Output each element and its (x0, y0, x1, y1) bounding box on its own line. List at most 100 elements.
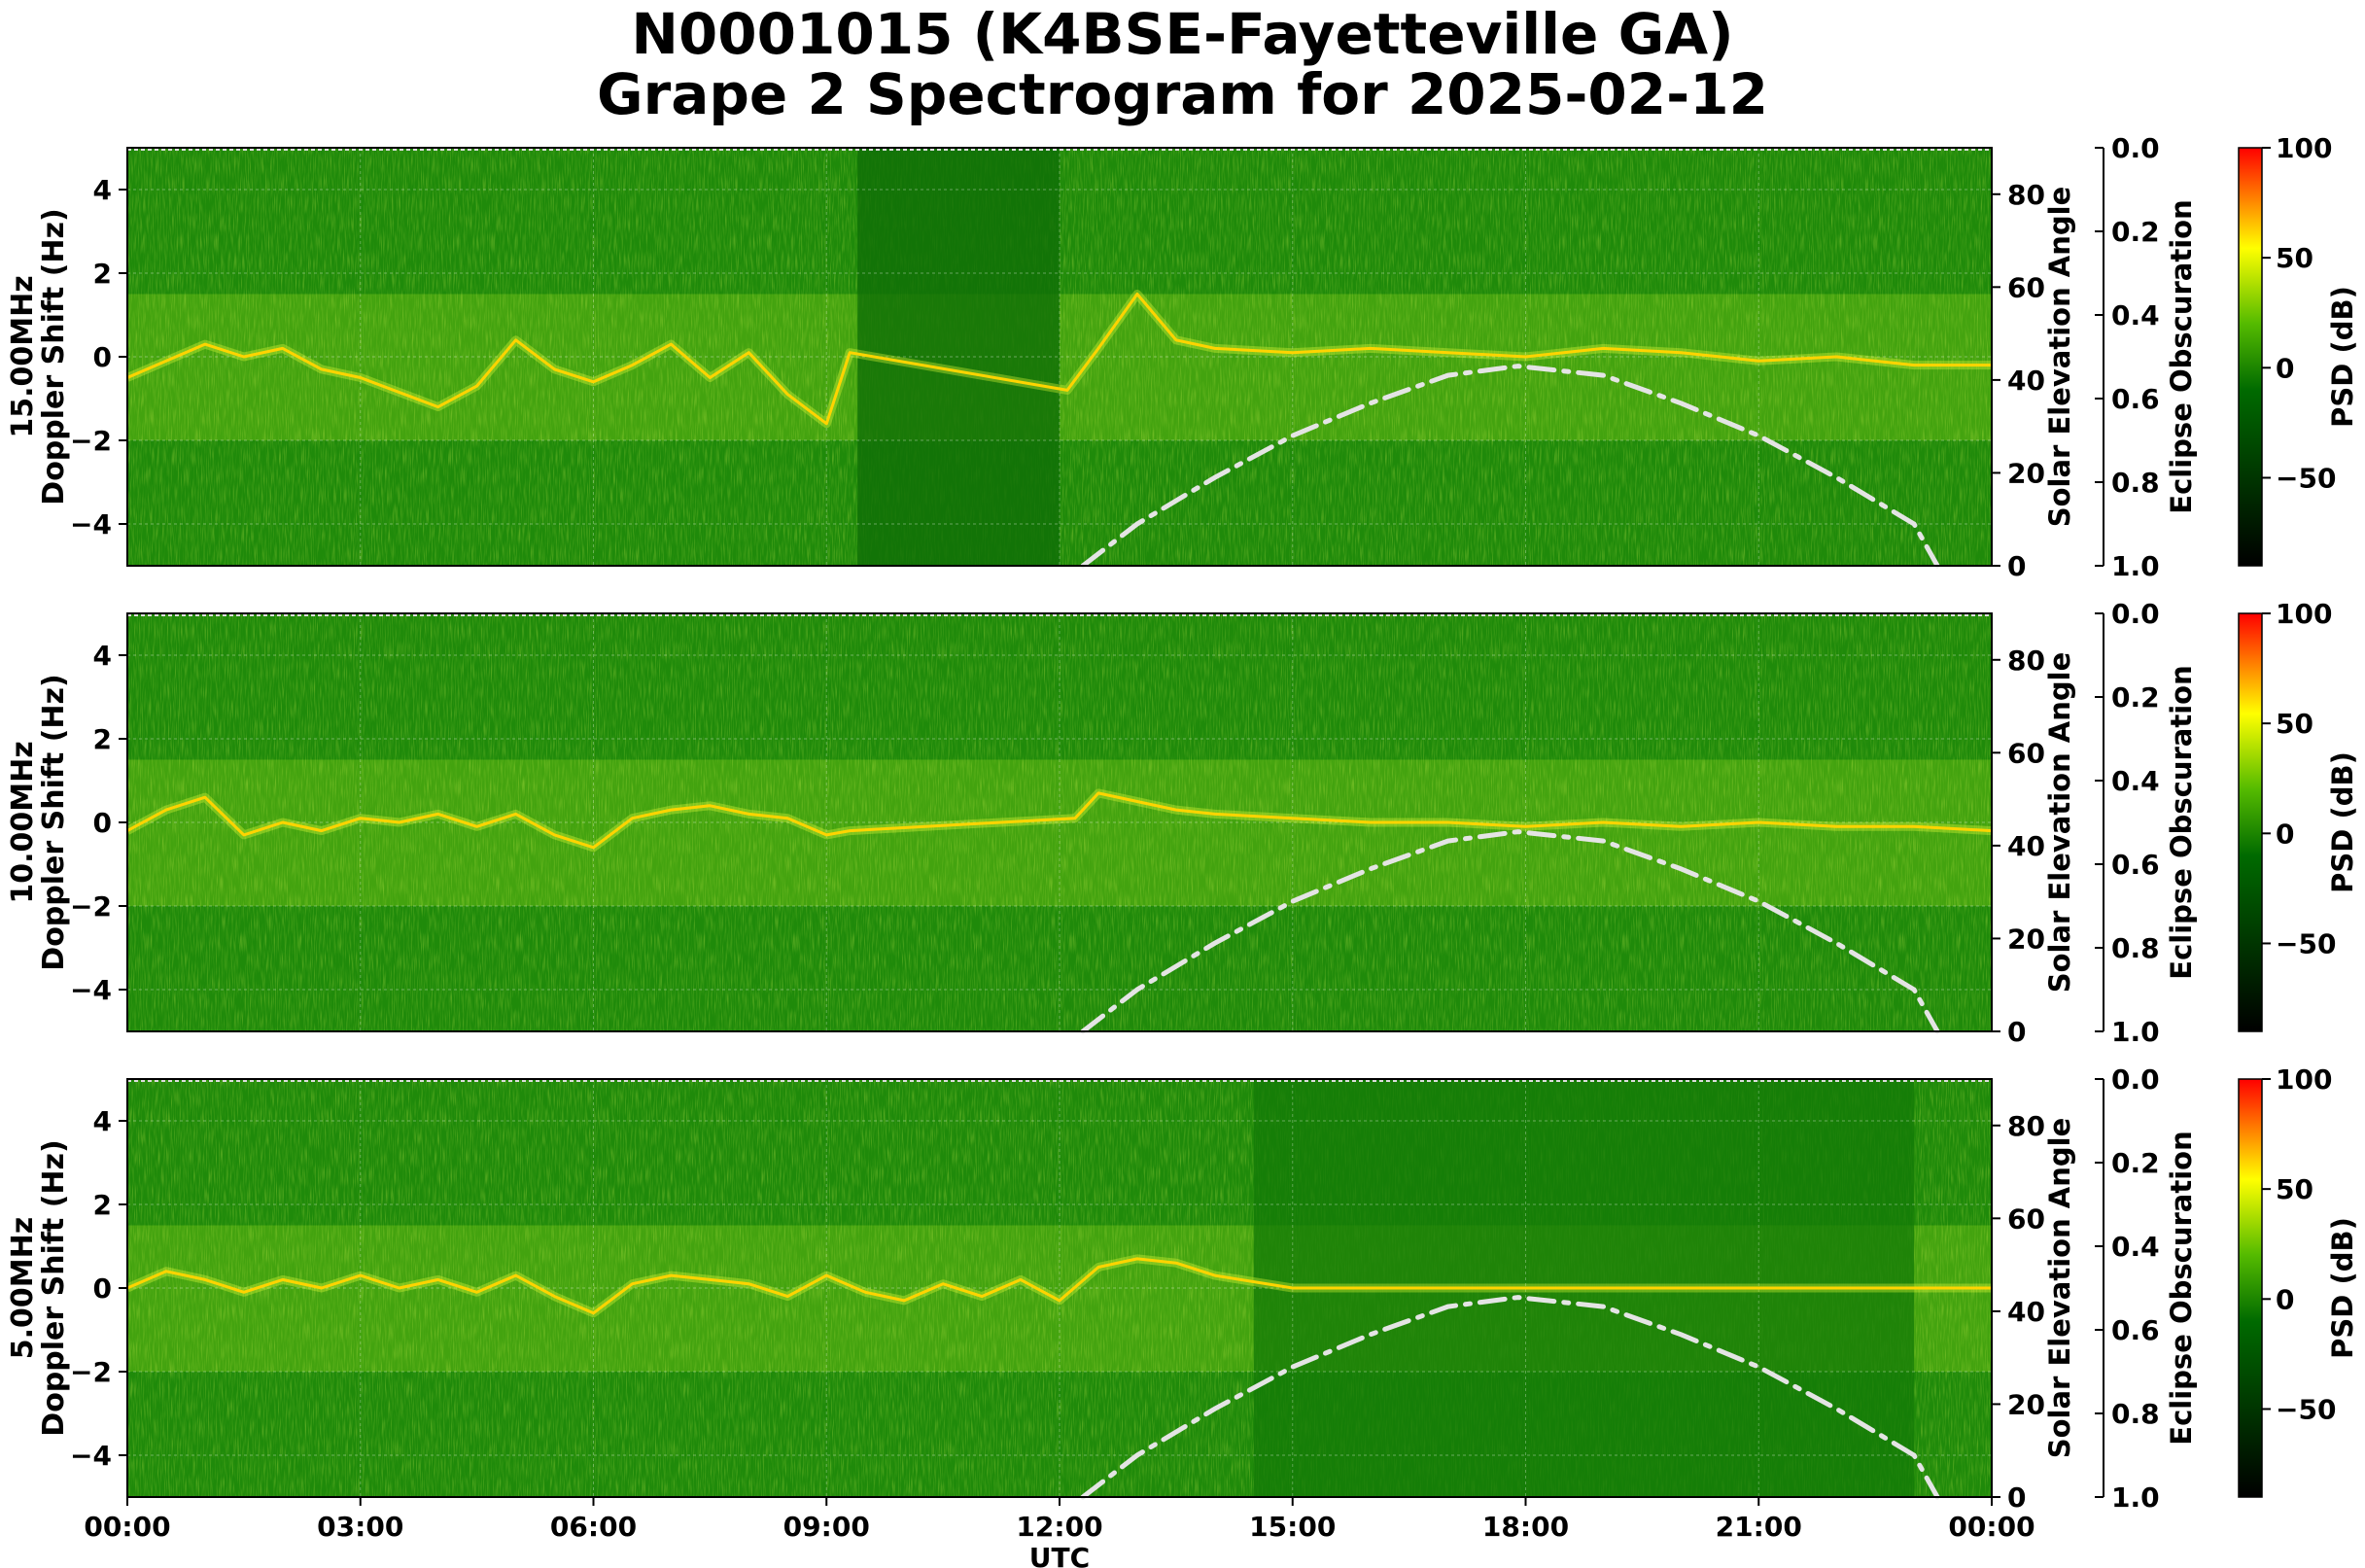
solar-elevation-curve (1080, 364, 1940, 569)
solar-elevation-label: Solar Elevation Angle (2043, 187, 2076, 528)
eclipse-tick-label: 0.6 (2111, 849, 2160, 881)
doppler-trace (126, 791, 1993, 850)
colorbar-tick-label: 0 (2276, 818, 2294, 850)
eclipse-tick-label: 0.6 (2111, 1314, 2160, 1346)
right-tick-label: 40 (2007, 365, 2045, 397)
x-tick-label: 15:00 (1249, 1511, 1336, 1543)
eclipse-tick-label: 0.8 (2111, 467, 2160, 499)
colorbar-tick-label: 50 (2276, 1173, 2313, 1205)
eclipse-axis-label: Eclipse Obscuration (2165, 1131, 2198, 1445)
y-tick-label: −2 (70, 890, 112, 923)
right-tick-label: 60 (2007, 1202, 2045, 1235)
eclipse-tick-label: 0.2 (2111, 1147, 2160, 1179)
title-line-1: N0001015 (K4BSE-Fayetteville GA) (631, 1, 1734, 67)
y-tick-label: 4 (93, 640, 112, 672)
colorbar-tick-label: −50 (2276, 462, 2336, 494)
y-label-doppler: Doppler Shift (Hz) (37, 1139, 71, 1436)
x-tick-label: 09:00 (783, 1511, 870, 1543)
right-tick-label: 0 (2007, 550, 2026, 582)
eclipse-tick-label: 1.0 (2111, 1481, 2160, 1514)
chart-title: N0001015 (K4BSE-Fayetteville GA) Grape 2… (0, 0, 2365, 124)
colorbar-tick-label: 50 (2276, 708, 2313, 740)
eclipse-tick-label: 0.0 (2111, 598, 2160, 630)
right-tick-label: 60 (2007, 737, 2045, 769)
y-tick-label: −2 (70, 1356, 112, 1388)
x-tick-label: 18:00 (1482, 1511, 1569, 1543)
spectrogram-noise (127, 613, 1992, 1031)
y-label-doppler: Doppler Shift (Hz) (37, 674, 71, 970)
y-tick-label: 2 (93, 258, 112, 290)
right-tick-label: 20 (2007, 1388, 2045, 1420)
solar-elevation-curve (1080, 829, 1940, 1034)
eclipse-tick-label: 1.0 (2111, 550, 2160, 582)
x-tick-label: 03:00 (317, 1511, 403, 1543)
colorbar-tick-label: 0 (2276, 1283, 2294, 1315)
eclipse-tick-label: 0.8 (2111, 932, 2160, 964)
eclipse-tick-label: 1.0 (2111, 1016, 2160, 1048)
colorbar (2238, 147, 2263, 567)
colorbar-tick-label: 100 (2276, 1063, 2332, 1096)
y-tick-label: 0 (93, 807, 112, 839)
x-tick-label: 21:00 (1716, 1511, 1802, 1543)
colorbar-tick-label: 0 (2276, 352, 2294, 384)
y-tick-label: −4 (70, 508, 112, 540)
x-axis-label: UTC (1029, 1542, 1090, 1568)
quiet-zone (857, 148, 1060, 566)
y-tick-label: 2 (93, 723, 112, 755)
colorbar-label: PSD (dB) (2326, 286, 2359, 428)
x-tick-label: 00:00 (1948, 1511, 2035, 1543)
solar-elevation-label: Solar Elevation Angle (2043, 652, 2076, 993)
colorbar-label: PSD (dB) (2326, 1217, 2359, 1359)
y-tick-label: 0 (93, 1272, 112, 1305)
eclipse-tick-label: 0.2 (2111, 216, 2160, 248)
right-tick-label: 20 (2007, 457, 2045, 489)
solar-elevation-curve (1080, 1295, 1940, 1500)
y-tick-label: 0 (93, 341, 112, 373)
colorbar-tick-label: 50 (2276, 242, 2313, 274)
x-tick-label: 06:00 (550, 1511, 637, 1543)
right-tick-label: 40 (2007, 1296, 2045, 1328)
y-label-frequency: 15.00MHz (6, 275, 40, 437)
eclipse-tick-label: 0.4 (2111, 765, 2160, 797)
y-tick-label: −4 (70, 1440, 112, 1472)
y-label-frequency: 10.00MHz (6, 741, 40, 903)
right-tick-label: 0 (2007, 1016, 2026, 1048)
y-label-frequency: 5.00MHz (6, 1217, 40, 1359)
solar-elevation-label: Solar Elevation Angle (2043, 1118, 2076, 1459)
title-line-2: Grape 2 Spectrogram for 2025-02-12 (597, 61, 1768, 127)
eclipse-tick-label: 0.8 (2111, 1398, 2160, 1430)
y-tick-label: 4 (93, 174, 112, 206)
colorbar (2238, 1078, 2263, 1498)
right-tick-label: 40 (2007, 830, 2045, 862)
eclipse-tick-label: 0.2 (2111, 681, 2160, 714)
eclipse-axis-label: Eclipse Obscuration (2165, 665, 2198, 979)
doppler-trace (126, 293, 1992, 426)
y-tick-label: −2 (70, 425, 112, 457)
right-tick-label: 80 (2007, 645, 2045, 677)
y-label-doppler: Doppler Shift (Hz) (37, 208, 71, 505)
eclipse-axis-label: Eclipse Obscuration (2165, 199, 2198, 513)
y-tick-label: −4 (70, 974, 112, 1006)
colorbar-tick-label: −50 (2276, 1393, 2336, 1425)
eclipse-tick-label: 0.4 (2111, 1231, 2160, 1263)
colorbar (2238, 612, 2263, 1032)
eclipse-tick-label: 0.0 (2111, 132, 2160, 164)
colorbar-label: PSD (dB) (2326, 751, 2359, 893)
right-tick-label: 80 (2007, 1110, 2045, 1142)
x-tick-label: 00:00 (84, 1511, 170, 1543)
colorbar-tick-label: 100 (2276, 132, 2332, 164)
right-tick-label: 60 (2007, 271, 2045, 303)
doppler-trace (126, 1257, 1992, 1315)
right-tick-label: 80 (2007, 179, 2045, 211)
eclipse-tick-label: 0.4 (2111, 299, 2160, 331)
y-tick-label: 2 (93, 1189, 112, 1221)
colorbar-tick-label: −50 (2276, 927, 2336, 959)
y-tick-label: 4 (93, 1105, 112, 1137)
colorbar-tick-label: 100 (2276, 598, 2332, 630)
right-tick-label: 0 (2007, 1481, 2026, 1514)
eclipse-tick-label: 0.6 (2111, 383, 2160, 415)
